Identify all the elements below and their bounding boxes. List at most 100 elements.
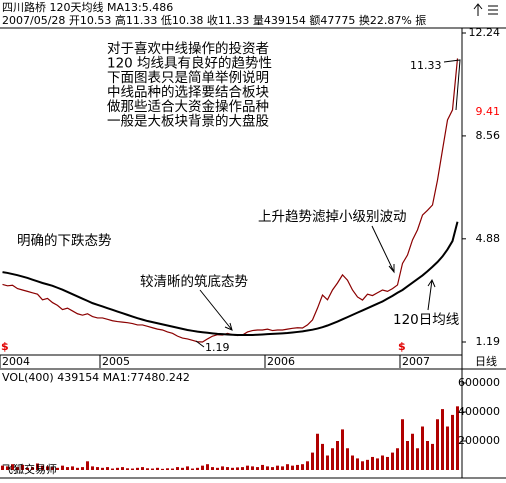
y-tick-label: 12.24 [469,26,501,39]
volume-bar [161,468,164,470]
volume-bar [36,463,39,470]
arrow [371,225,395,274]
volume-bar [286,464,289,470]
y-tick-label: 400000 [458,405,500,418]
volume-bar [336,441,339,470]
annotation: 120 均线具有良好的趋势性 [107,56,272,72]
volume-bar [66,467,69,470]
volume-bar [401,419,404,470]
volume-title: VOL(400) 439154 MA1:77480.242 [2,371,190,384]
volume-bar [6,466,9,470]
volume-bar [166,468,169,470]
volume-bar [176,467,179,470]
volume-bar [51,467,54,470]
volume-bar [41,465,44,470]
leader-line [443,59,461,111]
volume-bar [81,467,84,470]
volume-bar [291,465,294,470]
volume-bar [26,467,29,470]
volume-bar [381,455,384,470]
volume-bar [96,467,99,470]
volume-bar [431,443,434,470]
volume-bar [446,426,449,470]
annotation: 对于喜欢中线操作的投资者 [107,41,269,57]
x-tick-label: 2006 [267,355,295,368]
annotation: 明确的下跌态势 [17,233,112,249]
volume-bar [101,467,104,470]
volume-bar [136,467,139,470]
price-line [2,221,459,337]
watermark: 飞狐交易师 [2,462,57,476]
annotation: 120日均线 [393,312,459,328]
volume-bar [106,467,109,470]
volume-bar [86,461,89,470]
annotation-block: 对于喜欢中线操作的投资者 120 均线具有良好的趋势性 下面图表只是简单举例说明… [107,41,272,130]
volume-bar [146,468,149,470]
volume-bar [256,467,259,470]
volume-bar [121,467,124,470]
volume-bar [201,465,204,470]
volume-bar [441,409,444,470]
volume-bar [306,461,309,470]
price-marker: 9.41 [476,105,501,118]
volume-bar [71,466,74,470]
leader-line [195,340,205,348]
volume-bar [351,455,354,470]
volume-bar [326,455,329,470]
volume-bar [296,464,299,470]
volume-bar [391,452,394,470]
volume-bar [246,465,249,470]
chart-title: 四川路桥 120天均线 MA13:5.486 [2,0,173,14]
volume-bar [156,467,159,470]
volume-bar [416,448,419,470]
volume-bar [426,441,429,470]
y-tick-label: 200000 [458,434,500,447]
volume-bar [281,466,284,470]
volume-bar [271,467,274,470]
volume-bar [76,467,79,470]
marks [1,58,459,470]
volume-bar [91,466,94,470]
annotation: 做那些适合大资金操作品种 [107,99,269,115]
arrow [199,289,233,331]
volume-bar [356,458,359,470]
arrow [427,278,436,311]
volume-bar [21,464,24,470]
x-tick-label: 2005 [102,355,130,368]
up-icon[interactable] [473,3,483,16]
volume-bar [186,466,189,470]
volume-bar [1,465,4,470]
volume-bar [321,443,324,470]
annotation: 上升趋势滤掉小级别波动 [258,209,407,225]
volume-bar [331,448,334,470]
y-tick-label: 8.56 [476,129,501,142]
volume-bar [421,426,424,470]
volume-bar [226,467,229,470]
annotation: 一般是大板块背景的大盘股 [107,113,269,130]
volume-bar [361,461,364,470]
volume-bar [261,464,264,470]
volume-bar [56,467,59,470]
volume-bar [301,464,304,470]
y-tick-label: 600000 [458,376,500,389]
y-tick-label: 4.88 [476,232,501,245]
volume-bar [236,467,239,470]
volume-bar [406,441,409,470]
x-tick-label: 2007 [402,355,430,368]
toolbar-icons[interactable] [473,3,498,16]
menu-icon[interactable] [488,5,498,15]
event-marker: $ [1,340,9,353]
volume-bar [221,466,224,470]
volume-bar [396,448,399,470]
volume-bar [451,414,454,470]
volume-bar [151,468,154,470]
volume-bar [46,466,49,470]
volume-bar [131,468,134,470]
volume-bar [141,467,144,470]
volume-bar [251,466,254,470]
volume-bar [216,467,219,470]
volume-bar [266,466,269,470]
volume-bar [11,464,14,470]
